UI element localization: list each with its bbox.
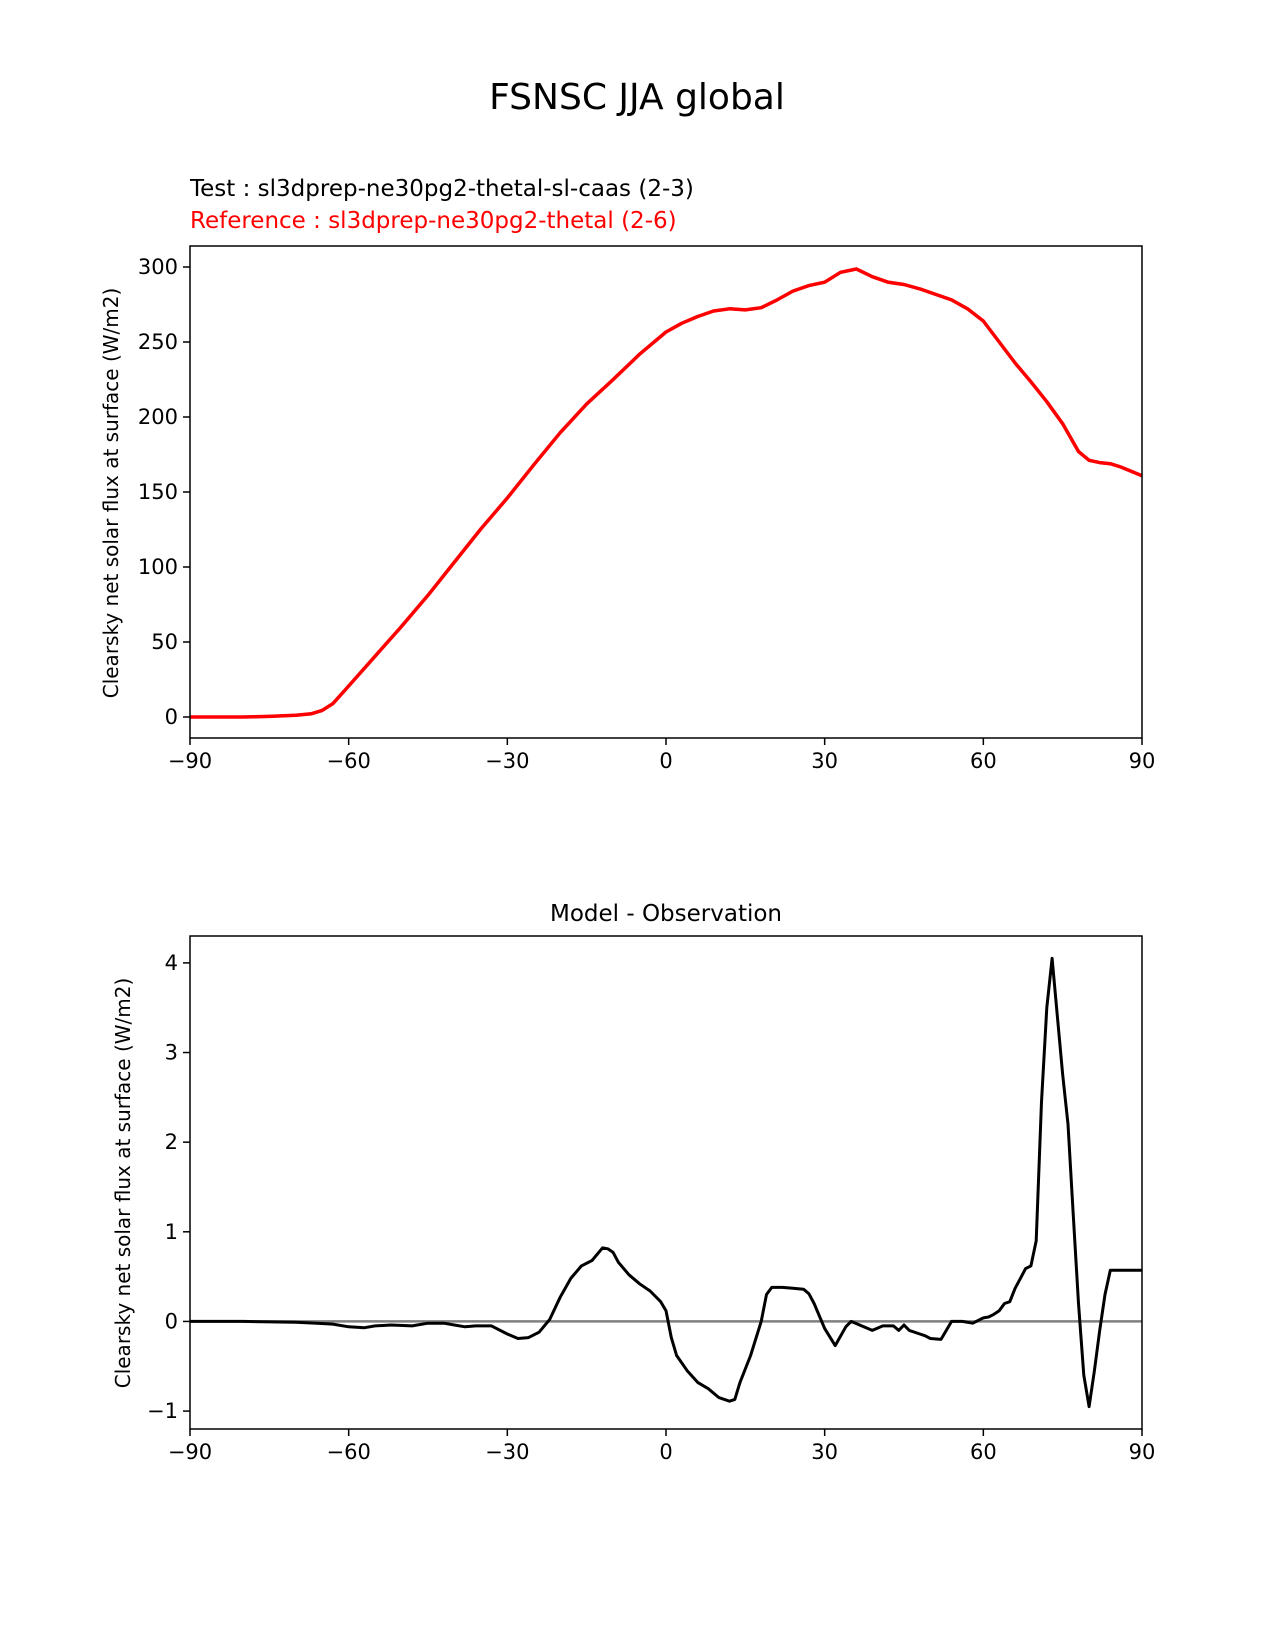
bottom-title: Model - Observation	[550, 901, 782, 927]
bottom-ytick-label: −1	[147, 1399, 178, 1423]
top-xtick-label: 0	[659, 749, 672, 773]
bottom-ytick-label: 1	[165, 1220, 178, 1244]
top-ytick-label: 0	[165, 705, 178, 729]
reference-label: Reference : sl3dprep-ne30pg2-thetal (2-6…	[190, 208, 677, 234]
top-ytick-label: 100	[138, 555, 178, 579]
top-xtick-label: −60	[327, 749, 371, 773]
top-ytick-label: 250	[138, 330, 178, 354]
bottom-series-difference	[190, 956, 1142, 1409]
bottom-ytick-label: 4	[165, 951, 178, 975]
top-ytick-label: 200	[138, 405, 178, 429]
top-xtick-label: 90	[1129, 749, 1156, 773]
bottom-plot-area: −90 −60 −30 0 30 60 90 −1 0 1 2 3 4	[147, 935, 1156, 1464]
top-ytick-label: 300	[138, 255, 178, 279]
figure-title: FSNSC JJA global	[489, 77, 785, 118]
top-axes-frame	[189, 245, 1143, 739]
bottom-xtick-label: 60	[970, 1440, 997, 1464]
test-label: Test : sl3dprep-ne30pg2-thetal-sl-caas (…	[189, 176, 694, 202]
bottom-xtick-label: −60	[327, 1440, 371, 1464]
top-series-reference	[190, 267, 1143, 719]
top-ylabel: Clearsky net solar flux at surface (W/m2…	[99, 288, 123, 699]
bottom-xtick-label: −30	[485, 1440, 529, 1464]
top-panel: Test : sl3dprep-ne30pg2-thetal-sl-caas (…	[99, 176, 1155, 773]
bottom-xtick-label: 30	[811, 1440, 838, 1464]
top-ytick-label: 150	[138, 480, 178, 504]
bottom-ytick-label: 2	[165, 1130, 178, 1154]
top-xtick-label: 60	[970, 749, 997, 773]
top-ytick-label: 50	[151, 630, 178, 654]
bottom-xtick-label: 90	[1129, 1440, 1156, 1464]
bottom-panel: Model - Observation Clearsky net solar f…	[111, 901, 1155, 1464]
top-series-test	[190, 267, 1143, 719]
bottom-axes-frame	[189, 935, 1143, 1430]
bottom-ytick-label: 0	[165, 1309, 178, 1333]
bottom-xtick-label: 0	[659, 1440, 672, 1464]
top-xtick-label: 30	[811, 749, 838, 773]
bottom-ylabel: Clearsky net solar flux at surface (W/m2…	[111, 978, 135, 1389]
top-xtick-label: −90	[168, 749, 212, 773]
bottom-ytick-label: 3	[165, 1041, 178, 1065]
bottom-xtick-label: −90	[168, 1440, 212, 1464]
top-xtick-label: −30	[485, 749, 529, 773]
top-plot-area: −90 −60 −30 0 30 60 90 0 50 100 150 200 250 300	[138, 245, 1156, 773]
